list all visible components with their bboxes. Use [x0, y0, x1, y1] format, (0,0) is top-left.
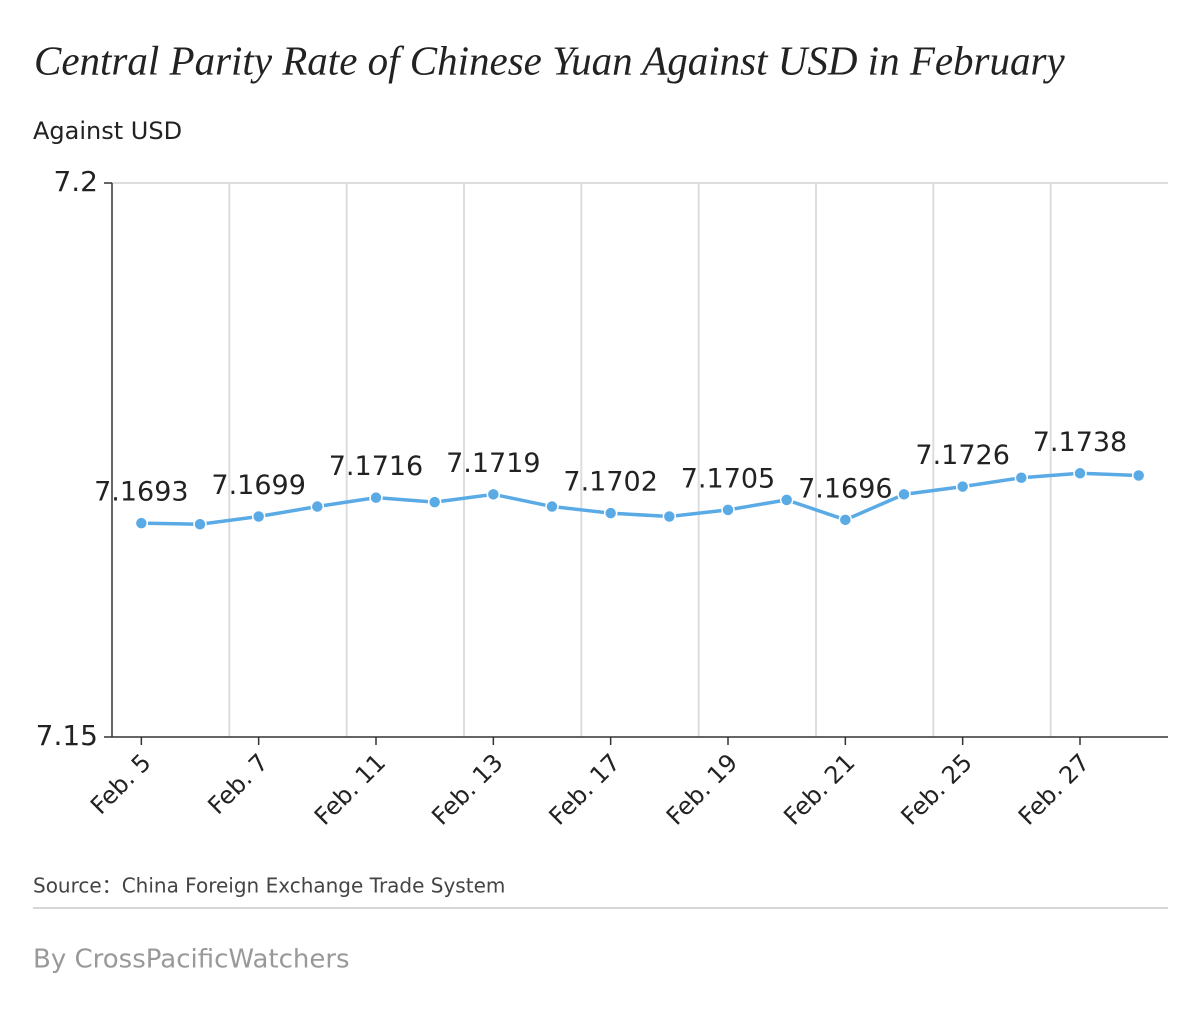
point [545, 499, 559, 514]
y-tick-label: 7.2 [53, 165, 98, 198]
point [310, 499, 325, 514]
y-tick-label: 7.15 [36, 719, 98, 752]
chart-title: Central Parity Rate of Chinese Yuan Agai… [34, 37, 1065, 83]
x-tick-label: Feb. 11 [309, 748, 391, 830]
point [1014, 470, 1029, 485]
x-tick-label: Feb. 7 [202, 748, 273, 819]
point [427, 495, 442, 509]
source: Source：China Foreign Exchange Trade Syst… [33, 874, 505, 898]
data-label: 7.1716 [329, 451, 423, 482]
point [897, 487, 911, 502]
point [721, 503, 735, 517]
point [603, 506, 618, 520]
point [779, 493, 794, 507]
point [193, 517, 207, 532]
point [1131, 468, 1146, 483]
point [251, 509, 266, 524]
point [369, 490, 383, 505]
x-tick-label: Feb. 27 [1013, 748, 1095, 830]
point [134, 516, 149, 530]
x-tick-label: Feb. 13 [426, 748, 508, 830]
data-label: 7.1702 [563, 467, 657, 498]
data-label: 7.1738 [1033, 427, 1127, 458]
y-axis-label: Against USD [33, 117, 182, 145]
x-tick-label: Feb. 19 [661, 748, 743, 830]
x-tick-label: Feb. 21 [778, 748, 860, 830]
x-tick-label: Feb. 5 [85, 748, 156, 819]
data-label: 7.1696 [798, 473, 892, 504]
point [1073, 466, 1087, 481]
data-label: 7.1726 [915, 440, 1009, 471]
byline: By CrossPacificWatchers [33, 945, 350, 975]
data-label: 7.1699 [211, 470, 305, 501]
point [662, 509, 677, 524]
point [838, 513, 853, 527]
point [955, 479, 970, 494]
line [141, 471, 1139, 527]
data-label: 7.1705 [681, 463, 775, 494]
x-tick-label: Feb. 17 [544, 748, 626, 830]
data-label: 7.1693 [94, 477, 188, 508]
x-tick-label: Feb. 25 [896, 748, 978, 830]
data-label: 7.1719 [446, 448, 540, 479]
point [486, 487, 501, 502]
